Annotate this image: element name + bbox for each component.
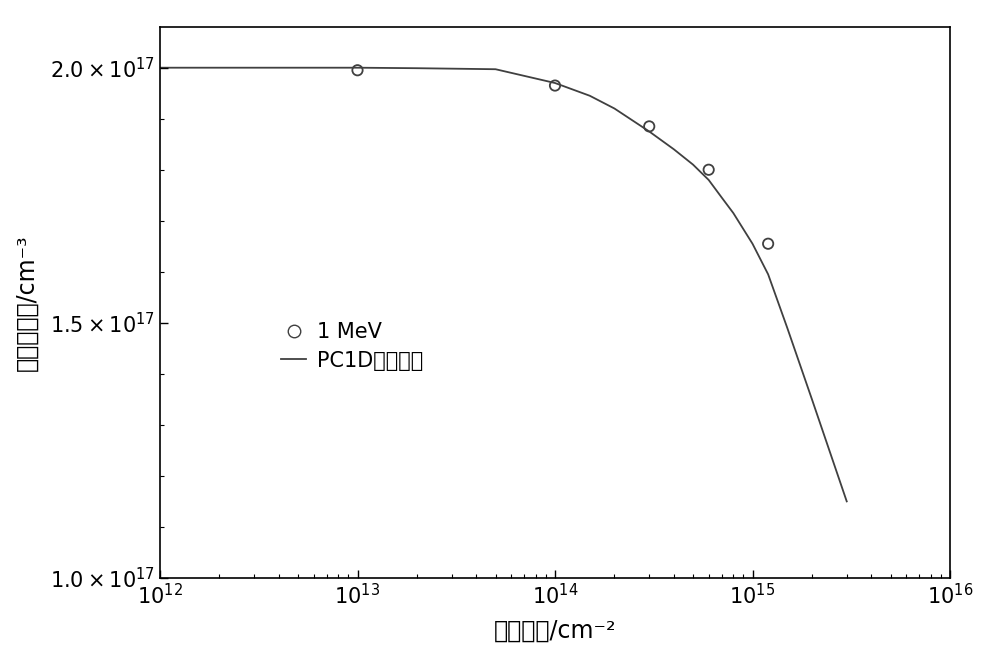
Point bbox=[701, 165, 717, 175]
Point bbox=[641, 121, 657, 132]
Point bbox=[547, 80, 563, 91]
Y-axis label: 载流子浓度/cm⁻³: 载流子浓度/cm⁻³ bbox=[15, 234, 39, 371]
Point bbox=[350, 65, 366, 76]
X-axis label: 电子注量/cm⁻²: 电子注量/cm⁻² bbox=[494, 619, 616, 643]
Point bbox=[760, 239, 776, 249]
Legend: 1 MeV, PC1D拟合结果: 1 MeV, PC1D拟合结果 bbox=[273, 314, 431, 379]
